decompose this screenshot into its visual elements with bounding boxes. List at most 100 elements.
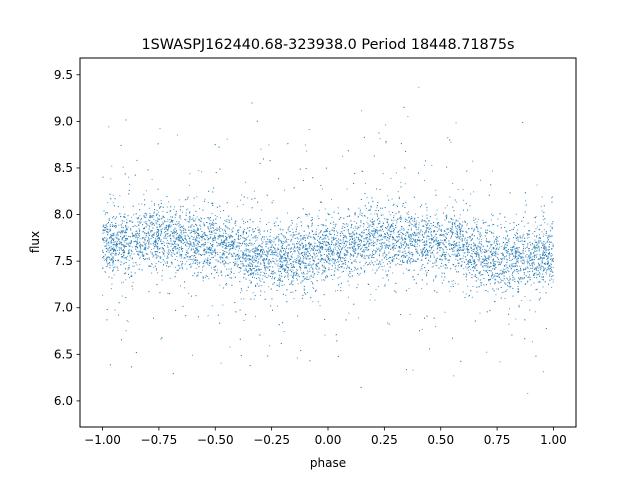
data-point [431, 225, 433, 227]
data-point [214, 255, 216, 257]
data-point [224, 275, 226, 277]
data-point [357, 248, 359, 250]
data-point [463, 199, 465, 201]
data-point [206, 222, 208, 224]
data-point [279, 251, 281, 253]
data-point [427, 252, 429, 254]
data-point [463, 246, 465, 248]
data-point [346, 268, 348, 270]
data-point [545, 247, 547, 249]
data-point [411, 255, 413, 257]
data-point [284, 189, 286, 191]
data-point [455, 227, 457, 229]
data-point [296, 223, 298, 225]
data-point [209, 261, 211, 263]
data-point [500, 258, 502, 260]
data-point [369, 264, 371, 266]
data-point [255, 266, 257, 268]
data-point [268, 239, 270, 241]
data-point [516, 257, 518, 259]
data-point [526, 253, 528, 255]
data-point [389, 230, 391, 232]
data-point [308, 232, 310, 234]
data-point [287, 270, 289, 272]
data-point [174, 227, 176, 229]
data-point [316, 262, 318, 264]
data-point [334, 259, 336, 261]
data-point [243, 319, 245, 321]
data-point [256, 236, 258, 238]
data-point [321, 273, 323, 275]
data-point [265, 254, 267, 256]
data-point [528, 233, 530, 235]
data-point [526, 261, 528, 263]
data-point [275, 237, 277, 239]
data-point [465, 266, 467, 268]
data-point [198, 218, 200, 220]
data-point [334, 258, 336, 260]
data-point [130, 271, 132, 273]
data-point [435, 238, 437, 240]
data-point [131, 216, 133, 218]
data-point [173, 229, 175, 231]
data-point [126, 219, 128, 221]
data-point [450, 230, 452, 232]
data-point [490, 256, 492, 258]
data-point [386, 239, 388, 241]
data-point [450, 248, 452, 250]
data-point [245, 258, 247, 260]
data-point [114, 253, 116, 255]
data-point [535, 221, 537, 223]
data-point [416, 239, 418, 241]
data-point [292, 266, 294, 268]
data-point [518, 240, 520, 242]
data-point [225, 220, 227, 222]
data-point [356, 269, 357, 271]
data-point [109, 236, 111, 238]
data-point [363, 265, 365, 267]
data-point [302, 280, 304, 282]
data-point [127, 266, 129, 268]
data-point [325, 235, 327, 237]
data-point [155, 232, 157, 234]
data-point [400, 181, 402, 183]
data-point [282, 241, 284, 243]
data-point [279, 276, 281, 278]
data-point [452, 249, 454, 251]
data-point [454, 282, 456, 284]
data-point [332, 251, 334, 253]
data-point [410, 234, 412, 236]
data-point [282, 234, 284, 236]
data-point [481, 256, 483, 258]
data-point [461, 264, 463, 266]
data-point [324, 271, 326, 273]
data-point [107, 249, 109, 251]
data-point [203, 218, 205, 220]
data-point [522, 233, 524, 235]
data-point [159, 225, 161, 227]
data-point [448, 280, 450, 282]
data-point [331, 251, 333, 253]
data-point [103, 257, 105, 259]
data-point [133, 234, 135, 236]
data-point [240, 238, 242, 240]
data-point [478, 256, 480, 258]
data-point [396, 222, 398, 224]
data-point [255, 240, 257, 242]
data-point [480, 261, 482, 263]
data-point [231, 218, 233, 220]
data-point [505, 238, 507, 240]
data-point [127, 226, 129, 228]
data-point [146, 240, 148, 242]
data-point [157, 245, 159, 247]
data-point [170, 245, 172, 247]
data-point [113, 232, 115, 234]
data-point [545, 234, 547, 236]
data-point [549, 273, 551, 275]
data-point [433, 254, 435, 256]
data-point [359, 239, 361, 241]
data-point [546, 273, 547, 275]
data-point [255, 237, 257, 239]
data-point [418, 222, 420, 224]
